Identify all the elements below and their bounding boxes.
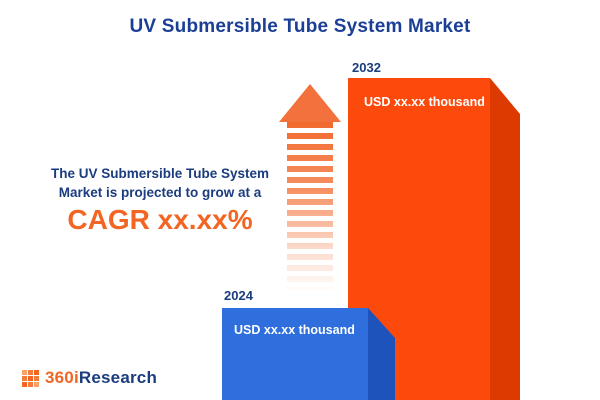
logo-text: 360iResearch [45, 368, 157, 388]
annotation-line1: The UV Submersible Tube System [50, 166, 270, 181]
bar-2024-value-label: USD xx.xx thousand [234, 323, 355, 337]
logo-grid-icon [22, 369, 39, 387]
bar-2032-side [490, 78, 520, 400]
bar-2024 [222, 308, 368, 400]
cagr-text: CAGR xx.xx% [67, 204, 253, 235]
logo-text-360i: 360i [45, 368, 79, 387]
growth-arrow-stripes-icon [287, 122, 333, 290]
annotation-line2: Market is projected to grow at a [58, 184, 262, 200]
annotation-text: The UV Submersible Tube System Market is… [20, 165, 300, 203]
growth-arrow-head-icon [279, 84, 341, 122]
growth-arrow-fade [287, 122, 333, 290]
brand-logo: 360iResearch [22, 368, 157, 388]
bar-2032-year-label: 2032 [352, 60, 381, 75]
bar-2032-value-label: USD xx.xx thousand [364, 95, 485, 109]
logo-text-research: Research [78, 368, 158, 387]
page-title: UV Submersible Tube System Market [129, 16, 471, 37]
bar-2024-year-label: 2024 [224, 288, 253, 303]
